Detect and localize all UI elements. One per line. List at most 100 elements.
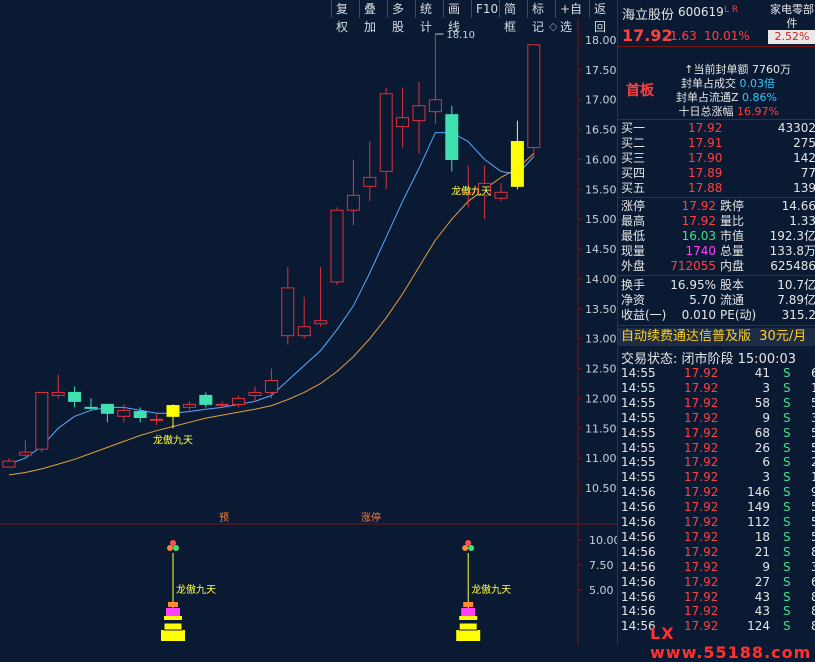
tick-side: S bbox=[783, 366, 791, 380]
tick-volume: 9 bbox=[762, 559, 770, 574]
candle-body bbox=[2, 460, 16, 468]
tick-count: 8 bbox=[811, 589, 815, 604]
tick-price: 17.92 bbox=[684, 455, 719, 470]
y-tick-label: 11.50 bbox=[585, 422, 617, 435]
y-tick-label: 16.50 bbox=[585, 124, 617, 137]
tick-row: 14:55 17.92 41 S 6 bbox=[618, 366, 815, 381]
y-tick-label: 15.00 bbox=[585, 213, 617, 226]
tick-side: S bbox=[783, 559, 791, 574]
stat-label: 流通 bbox=[720, 293, 745, 307]
tick-price: 17.92 bbox=[684, 574, 719, 589]
toolbar-button[interactable]: 返回 bbox=[589, 0, 617, 34]
y-tick-label: 16.00 bbox=[585, 153, 617, 166]
tick-row: 14:55 17.92 3 S 1 bbox=[618, 381, 815, 396]
tick-count: 5 bbox=[811, 515, 815, 529]
candle-body bbox=[527, 44, 541, 149]
toolbar-button[interactable]: F10 bbox=[471, 0, 499, 18]
signal-block bbox=[463, 602, 474, 607]
signal-dot bbox=[465, 540, 472, 546]
toolbar-button[interactable]: 简框 bbox=[499, 0, 527, 34]
tick-count: 5 bbox=[811, 500, 815, 515]
divider bbox=[618, 119, 815, 120]
tick-row: 14:55 17.92 9 S 3 bbox=[618, 411, 815, 426]
toolbar-button[interactable]: 叠加 bbox=[359, 0, 387, 34]
toolbar-button[interactable]: 画线 bbox=[443, 0, 471, 34]
candle-body bbox=[133, 411, 147, 419]
subscription-ad[interactable]: 自动续费通达信普及版 30元/月 bbox=[618, 328, 815, 346]
toolbar-button[interactable]: 标记 bbox=[527, 0, 555, 34]
candle-body bbox=[182, 403, 196, 408]
tick-volume: 26 bbox=[754, 440, 770, 455]
tick-price: 17.92 bbox=[684, 425, 719, 440]
tick-price: 17.92 bbox=[684, 470, 719, 485]
stat-value: 5.70 bbox=[689, 293, 716, 307]
y-tick-label: 12.00 bbox=[585, 392, 617, 405]
y-tick-label: 13.50 bbox=[585, 303, 617, 316]
tick-time: 14:55 bbox=[621, 425, 656, 440]
tick-volume: 18 bbox=[754, 529, 770, 544]
stat-value: 10.7亿 bbox=[777, 278, 815, 292]
first-board-tag: 首板 bbox=[626, 83, 654, 99]
divider bbox=[618, 197, 815, 198]
tick-side: S bbox=[783, 574, 791, 589]
toolbar-button[interactable]: 多股 bbox=[387, 0, 415, 34]
tick-count: 5 bbox=[811, 440, 815, 455]
trade-state: 交易状态: 闭市阶段 15:00:03 bbox=[621, 352, 797, 367]
tick-volume: 149 bbox=[747, 500, 770, 515]
stat-label: 换手 bbox=[621, 278, 646, 292]
stats-row: 最高 17.92 量比 1.33 bbox=[618, 214, 815, 229]
order-book-row: 买五 17.88 139 bbox=[618, 181, 815, 196]
stat-label: 收益(一) bbox=[621, 308, 667, 322]
candle-body bbox=[68, 391, 82, 402]
candle-body bbox=[199, 394, 213, 405]
bid-price: 17.92 bbox=[688, 121, 723, 135]
tick-price: 17.92 bbox=[684, 559, 719, 574]
toolbar-button[interactable]: 复权 bbox=[331, 0, 359, 34]
industry-label[interactable]: 家电零部件 bbox=[770, 3, 814, 30]
tick-time: 14:56 bbox=[621, 619, 656, 634]
tick-volume: 9 bbox=[762, 410, 770, 425]
bid-level: 买二 bbox=[621, 136, 646, 150]
candle-body bbox=[346, 194, 360, 211]
tick-row: 14:56 17.92 146 S 9 bbox=[618, 485, 815, 500]
candle-body bbox=[232, 397, 246, 405]
y-tick-label: 11.00 bbox=[585, 452, 617, 465]
tick-price: 17.92 bbox=[684, 589, 719, 604]
y-tick-label: 15.50 bbox=[585, 183, 617, 196]
candle-body bbox=[396, 117, 410, 128]
price-change-pct: 10.01% bbox=[704, 29, 750, 43]
tick-row: 14:55 17.92 6 S 2 bbox=[618, 455, 815, 470]
stock-flags: L R bbox=[724, 5, 739, 15]
toolbar-button[interactable]: +自选 bbox=[555, 0, 589, 34]
tick-row: 14:55 17.92 68 S 5 bbox=[618, 426, 815, 441]
diamond-icon: ◇ bbox=[549, 20, 558, 33]
candle-body bbox=[330, 209, 344, 283]
seal-deal-value: 0.03倍 bbox=[739, 77, 776, 90]
tick-time: 14:56 bbox=[621, 574, 656, 589]
candle-body bbox=[166, 405, 180, 417]
tick-side: S bbox=[783, 604, 791, 619]
seal-amount-row: ↑当前封单额 7760万 bbox=[684, 61, 791, 77]
signal-block bbox=[166, 608, 180, 616]
seal-float-row: 封单占流通Z 0.86% bbox=[676, 89, 777, 105]
tick-time: 14:55 bbox=[621, 380, 656, 395]
ten-day-value: 16.97% bbox=[737, 105, 779, 118]
ten-day-label: 十日总涨幅 bbox=[678, 105, 734, 118]
tick-side: S bbox=[783, 515, 791, 529]
tick-row: 14:56 17.92 9 S 3 bbox=[618, 560, 815, 575]
tick-time: 14:56 bbox=[621, 604, 656, 619]
kline-chart[interactable]: ◇ 18.00 17.50 17.00 16.50 16.00 15.50 15.00 14.5… bbox=[0, 18, 621, 645]
signal-dot bbox=[468, 545, 475, 551]
stat-value: 14.66 bbox=[781, 199, 815, 213]
divider bbox=[618, 46, 815, 47]
candle-body bbox=[281, 287, 295, 337]
seal-amount: 7760万 bbox=[752, 63, 791, 76]
chart-area[interactable]: ◇ 18.00 17.50 17.00 16.50 16.00 15.50 15.00 14.5… bbox=[0, 18, 621, 645]
tick-row: 14:56 17.92 18 S 5 bbox=[618, 530, 815, 545]
toolbar-button[interactable]: 统计 bbox=[415, 0, 443, 34]
ma-long-line bbox=[8, 153, 535, 476]
signal-block bbox=[163, 622, 183, 631]
tick-side: S bbox=[783, 440, 791, 455]
tick-count: 8 bbox=[811, 544, 815, 559]
tick-count: 3 bbox=[811, 410, 815, 425]
